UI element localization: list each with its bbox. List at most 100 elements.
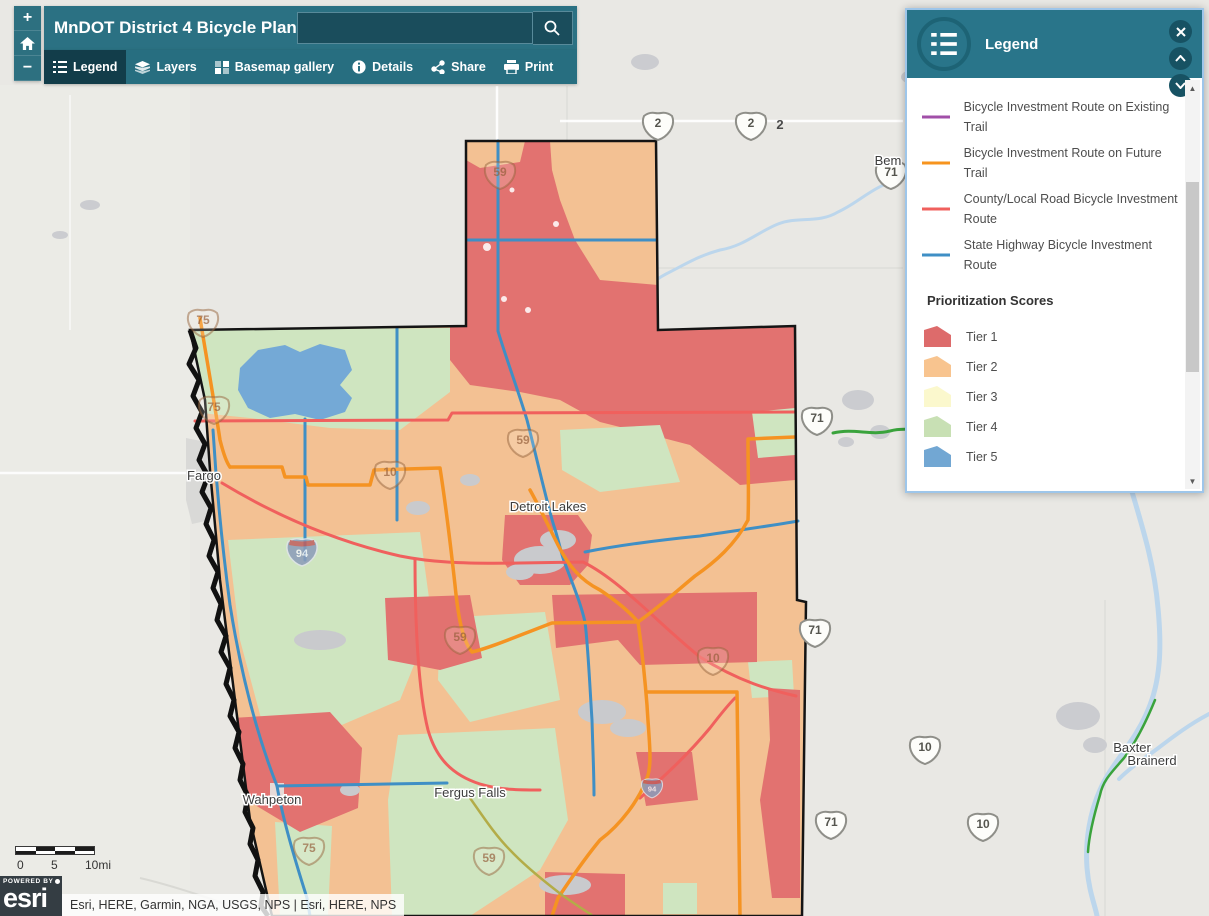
svg-text:94: 94 xyxy=(296,548,309,560)
layers-icon xyxy=(135,60,151,74)
map-zoom-controls: + − xyxy=(14,6,41,81)
share-icon xyxy=(431,60,445,74)
search-input[interactable] xyxy=(296,12,533,44)
zoom-in-button[interactable]: + xyxy=(14,6,41,31)
polygon-swatch xyxy=(924,416,951,437)
legend-tier-item: Tier 5 xyxy=(923,442,1179,472)
city-label-detroit-lakes: Detroit Lakes xyxy=(510,499,587,514)
legend-tier-label: Tier 4 xyxy=(966,420,998,434)
toolbar-item-print[interactable]: Print xyxy=(495,50,562,84)
legend-tier-label: Tier 3 xyxy=(966,390,998,404)
route-2-number: 2 xyxy=(776,117,783,132)
svg-text:75: 75 xyxy=(302,841,316,855)
zoom-out-button[interactable]: − xyxy=(14,56,41,81)
highway-basemap-route xyxy=(468,797,593,916)
toolbar-label: Print xyxy=(524,60,554,74)
scroll-down-arrow[interactable]: ▼ xyxy=(1188,476,1197,486)
powered-by-label: POWERED BY xyxy=(3,878,54,885)
app-toolbar: Legend Layers Basemap gallery Details Sh… xyxy=(44,50,577,84)
chevron-down-icon xyxy=(1175,82,1186,89)
toolbar-item-share[interactable]: Share xyxy=(422,50,495,84)
us-75-shield-ghost: 75 xyxy=(186,308,220,339)
legend-panel-header[interactable]: Legend xyxy=(907,10,1202,97)
city-label-fargo: Fargo xyxy=(187,468,221,483)
legend-route-label: County/Local Road Bicycle Investment Rou… xyxy=(963,191,1178,226)
svg-text:71: 71 xyxy=(884,165,898,179)
city-label-wahpeton: Wahpeton xyxy=(243,792,302,807)
toolbar-label: Details xyxy=(372,60,414,74)
toolbar-item-basemap-gallery[interactable]: Basemap gallery xyxy=(206,50,343,84)
legend-tier-label: Tier 5 xyxy=(966,450,998,464)
us-71-shield: 71 xyxy=(874,160,908,191)
toolbar-item-details[interactable]: Details xyxy=(343,50,422,84)
scale-label: 0 xyxy=(17,858,24,872)
svg-text:10: 10 xyxy=(918,740,932,754)
svg-text:59: 59 xyxy=(453,630,467,644)
us-10-shield: 10 xyxy=(908,735,942,766)
esri-globe-dot xyxy=(55,878,61,884)
legend-tier-item: Tier 1 xyxy=(923,322,1179,352)
polygon-swatch xyxy=(924,356,951,377)
line-swatch xyxy=(922,253,950,256)
scale-label: 5 xyxy=(51,858,58,872)
district-overlay xyxy=(190,141,806,916)
svg-text:59: 59 xyxy=(482,851,496,865)
city-label-bemidji: Bem xyxy=(875,153,902,168)
toolbar-item-layers[interactable]: Layers xyxy=(126,50,205,84)
legend-route-item: County/Local Road Bicycle Investment Rou… xyxy=(921,186,1179,231)
state-line-jagged xyxy=(186,329,271,916)
home-button[interactable] xyxy=(14,31,41,56)
toolbar-label: Share xyxy=(451,60,486,74)
legend-scrollbar[interactable]: ▲ ▼ xyxy=(1185,80,1200,489)
legend-panel-title: Legend xyxy=(985,35,1039,53)
svg-text:71: 71 xyxy=(808,623,822,637)
scrollbar-thumb[interactable] xyxy=(1186,182,1199,372)
us-71-shield: 71 xyxy=(814,810,848,841)
us-59-shield-ghost: 59 xyxy=(443,625,477,656)
us-10-shield-ghost: 10 xyxy=(696,646,730,677)
legend-list-icon xyxy=(917,17,971,71)
us-10-shield: 10 xyxy=(966,812,1000,843)
svg-text:71: 71 xyxy=(810,411,824,425)
svg-text:10: 10 xyxy=(976,817,990,831)
us-10-shield-ghost: 10 xyxy=(373,460,407,491)
us-71-shield: 71 xyxy=(800,406,834,437)
svg-text:59: 59 xyxy=(493,165,507,179)
legend-route-item: Bicycle Investment Route on Future Trail xyxy=(921,140,1179,185)
us-75-shield-ghost: 75 xyxy=(292,836,326,867)
esri-brand: esri xyxy=(3,883,48,913)
legend-route-label: Bicycle Investment Route on Existing Tra… xyxy=(963,99,1170,134)
scale-bar: 0 5 10mi xyxy=(15,846,125,872)
legend-list-icon xyxy=(53,61,67,73)
legend-route-label: State Highway Bicycle Investment Route xyxy=(963,237,1152,272)
svg-text:59: 59 xyxy=(516,433,530,447)
toolbar-item-legend[interactable]: Legend xyxy=(44,50,127,84)
district-boundary xyxy=(188,139,808,916)
app-header: MnDOT District 4 Bicycle Plan xyxy=(44,6,577,50)
line-swatch xyxy=(922,207,950,210)
scroll-up-arrow[interactable]: ▲ xyxy=(1188,83,1197,93)
svg-text:2: 2 xyxy=(655,116,662,130)
legend-tier-label: Tier 2 xyxy=(966,360,998,374)
app-title: MnDOT District 4 Bicycle Plan xyxy=(54,18,297,37)
legend-panel: Legend Bicycle Investment Route on Exist… xyxy=(905,8,1204,493)
city-label-brainerd: Brainerd xyxy=(1127,753,1176,768)
svg-text:10: 10 xyxy=(706,651,720,665)
toolbar-label: Legend xyxy=(73,60,118,74)
legend-route-label: Bicycle Investment Route on Future Trail xyxy=(963,145,1162,180)
magnifier-icon xyxy=(545,20,561,36)
home-icon xyxy=(20,36,35,50)
search-button[interactable] xyxy=(532,11,573,45)
svg-text:94: 94 xyxy=(648,785,657,794)
highway-shields: 2 2 71 71 71 71 10 10 59 59 59 59 75 75 … xyxy=(186,111,1000,877)
close-button[interactable] xyxy=(1169,20,1192,43)
collapse-button[interactable] xyxy=(1169,47,1192,70)
legend-panel-body: Bicycle Investment Route on Existing Tra… xyxy=(907,78,1185,491)
info-icon xyxy=(352,60,366,74)
svg-text:75: 75 xyxy=(207,400,221,414)
interstate-94-shield: 94 xyxy=(640,778,664,799)
legend-route-item: Bicycle Investment Route on Existing Tra… xyxy=(921,94,1179,139)
svg-text:10: 10 xyxy=(383,465,397,479)
svg-text:2: 2 xyxy=(748,116,755,130)
legend-tier-label: Tier 1 xyxy=(966,330,998,344)
